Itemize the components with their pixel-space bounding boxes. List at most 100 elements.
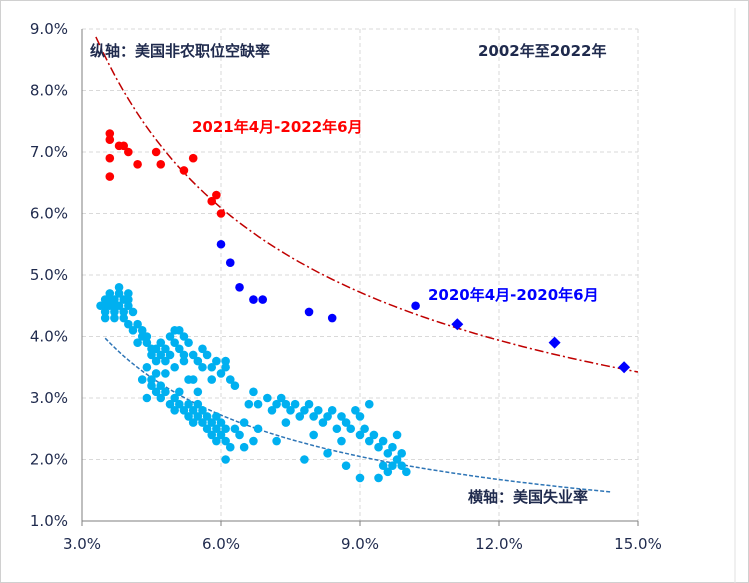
point-2002-2020: [198, 418, 207, 427]
point-2002-2020: [221, 424, 230, 434]
point-2002-2020: [151, 344, 161, 354]
y-tick-label: 4.0%: [30, 328, 68, 346]
y-tick-label: 1.0%: [30, 512, 68, 530]
point-2002-2020: [341, 418, 351, 427]
point-2002-2020: [225, 442, 235, 452]
point-2002-2020: [244, 399, 254, 409]
point-2002-2020: [378, 461, 388, 470]
point-2002-2020: [355, 412, 365, 421]
point-2002-2020: [221, 436, 230, 446]
blue-period-label: 2020年4月-2020年6月: [428, 286, 599, 304]
point-2002-2020: [151, 356, 161, 366]
point-2021-2022: [124, 147, 133, 157]
point-2021-2022: [133, 160, 142, 169]
point-2002-2020: [179, 350, 189, 360]
point-2002-2020: [263, 393, 272, 403]
point-2002-2020: [161, 356, 170, 366]
point-2002-2020: [281, 399, 291, 409]
point-2021-2022: [105, 129, 115, 138]
data-points: [96, 129, 631, 483]
point-2002-2020: [388, 442, 397, 452]
point-2002-2020: [184, 375, 193, 384]
point-2002-2020: [388, 461, 397, 470]
point-2002-2020: [133, 319, 142, 329]
point-2002-2020: [230, 381, 240, 391]
point-2002-2020: [309, 412, 318, 421]
point-2002-2020: [295, 412, 305, 421]
point-2002-2020: [188, 350, 198, 360]
y-tick-label: 2.0%: [30, 451, 68, 469]
point-2002-2020: [137, 326, 147, 335]
point-2002-2020: [175, 326, 184, 335]
x-axis-label: 横轴：美国失业率: [468, 488, 588, 506]
point-2002-2020: [383, 467, 393, 477]
point-2002-2020: [184, 399, 193, 409]
x-tick-label: 15.0%: [614, 535, 662, 553]
point-2002-2020: [188, 418, 198, 427]
point-2002-2020: [119, 307, 128, 317]
point-2002-2020: [253, 399, 263, 409]
point-2002-2020: [392, 455, 402, 464]
point-2002-2020: [323, 449, 332, 458]
point-2002-2020: [128, 307, 138, 317]
point-2002-2020: [281, 418, 291, 427]
point-2002-2020: [198, 406, 207, 415]
point-2002-2020: [314, 406, 323, 415]
x-tick-label: 12.0%: [475, 535, 523, 553]
point-2002-2020: [110, 295, 119, 304]
point-2002-2020: [193, 399, 203, 409]
point-2002-2020: [355, 430, 365, 440]
point-2002-2020: [318, 418, 328, 427]
point-2002-2020: [119, 313, 128, 323]
point-2002-2020: [235, 430, 244, 440]
point-2002-2020: [402, 467, 411, 477]
point-2021-2022: [188, 153, 198, 163]
point-2002-2020: [165, 332, 175, 341]
point-2002-2020: [170, 338, 179, 347]
point-2002-2020: [216, 369, 226, 378]
point-2021-2022: [207, 196, 217, 206]
point-2002-2020: [124, 289, 133, 298]
point-2002-2020: [165, 399, 175, 409]
point-2002-2020: [221, 362, 230, 372]
point-2002-2020: [110, 313, 119, 323]
point-2002-2020: [170, 362, 179, 372]
point-2002-2020: [309, 430, 318, 440]
point-2002-2020: [207, 430, 217, 440]
y-tick-label: 8.0%: [30, 82, 68, 100]
point-2002-2020: [212, 356, 221, 366]
point-2002-2020: [374, 442, 383, 452]
point-2002-2020: [374, 473, 383, 483]
point-2002-2020: [327, 406, 337, 415]
point-2002-2020: [128, 326, 138, 335]
point-2002-2020: [165, 350, 175, 360]
y-tick-label: 9.0%: [30, 20, 68, 38]
point-2002-2020: [272, 399, 281, 409]
point-2002-2020: [207, 418, 217, 427]
point-2002-2020: [364, 399, 374, 409]
point-2002-2020: [360, 424, 369, 434]
point-2002-2020: [184, 338, 193, 347]
point-2002-2020: [249, 387, 258, 397]
y-tick-label: 7.0%: [30, 143, 68, 161]
point-2002-2020: [100, 307, 110, 317]
x-tick-label: 6.0%: [202, 535, 240, 553]
point-2002-2020: [124, 301, 133, 311]
point-2021-2022: [105, 172, 115, 181]
point-2002-2020: [170, 406, 179, 415]
point-2002-2020: [337, 436, 346, 446]
point-2002-2020: [346, 424, 356, 434]
y-tick-label: 5.0%: [30, 266, 68, 284]
point-2020-covid: [411, 301, 420, 311]
point-2002-2020: [221, 356, 230, 366]
point-2002-2020: [364, 436, 374, 446]
point-2002-2020: [170, 393, 179, 403]
point-2002-2020: [337, 412, 346, 421]
point-2002-2020: [397, 449, 407, 458]
point-2002-2020: [276, 393, 286, 403]
point-2002-2020: [179, 332, 189, 341]
point-2002-2020: [383, 449, 393, 458]
point-2021-2022: [151, 147, 161, 157]
point-2002-2020: [100, 313, 110, 323]
point-2002-2020: [378, 436, 388, 446]
